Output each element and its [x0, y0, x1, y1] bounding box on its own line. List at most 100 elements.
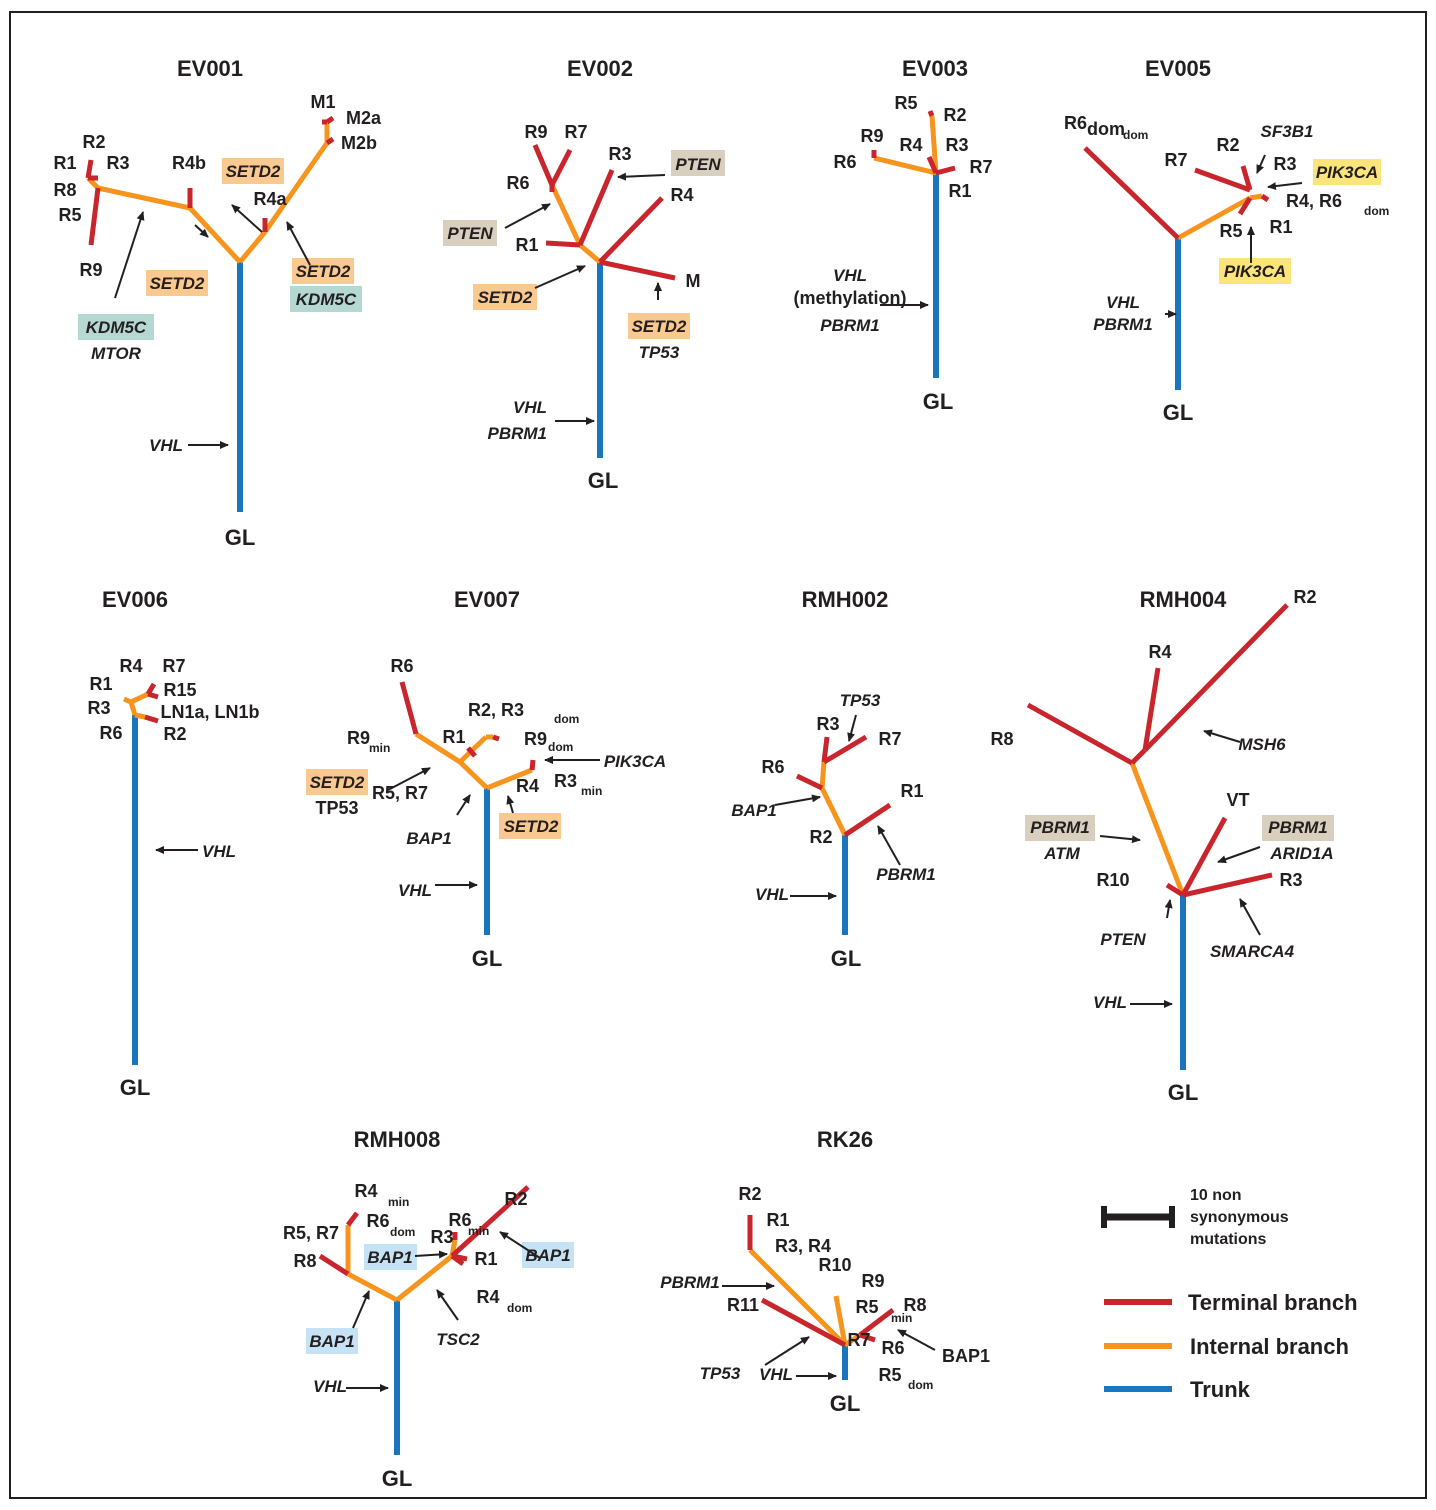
region-label: R8 [293, 1251, 316, 1271]
subscript-label: dom [908, 1378, 933, 1392]
region-label: R4 [119, 656, 142, 676]
gene-highlight [1313, 159, 1381, 185]
region-label: R5 [878, 1365, 901, 1385]
terminal-branch [858, 1308, 895, 1337]
legend-terminal-label: Terminal branch [1188, 1290, 1358, 1315]
region-label: R3 [608, 144, 631, 164]
gene-label: VHL [313, 1377, 347, 1396]
subscript-label: min [468, 1224, 489, 1238]
tree-ev002: EV002 R9 R7 R3 R6 R4 R1 M PTEN PTEN SETD2 SETD2 TP53… [443, 56, 725, 493]
terminal-branch [1182, 872, 1273, 898]
internal-branch [578, 243, 602, 264]
internal-branch [819, 786, 848, 837]
terminal-branch [450, 1185, 530, 1258]
legend-trunk-label: Trunk [1190, 1377, 1251, 1402]
gene-label: PBRM1 [1268, 818, 1328, 837]
terminal-branch [325, 136, 335, 146]
region-label: R5 [855, 1297, 878, 1317]
gene-label: TSC2 [436, 1330, 480, 1349]
region-label: R5, R7 [283, 1223, 339, 1243]
gene-label: SETD2 [226, 162, 281, 181]
internal-branch [346, 1271, 399, 1303]
region-label: R4 [476, 1287, 499, 1307]
internal-branch [486, 767, 533, 791]
region-label: R2 [82, 132, 105, 152]
figure-frame [9, 11, 1427, 1499]
tree-rmh004: RMH004 R2 R4 R8 MSH6 VT PBRM1 PBRM1 ATM ARID1A R10… [990, 587, 1334, 1105]
region-label: R3 [1279, 870, 1302, 890]
gene-label: VHL [1093, 993, 1127, 1012]
gene-label: MSH6 [1238, 735, 1286, 754]
gene-label: PBRM1 [487, 424, 547, 443]
gene-label: VHL [755, 885, 789, 904]
mutation-arrow [1239, 898, 1261, 936]
tree-ev001: EV001 M1 M2a M2b R2 R1 R3 R8 R5 R9 R4b R4a SETD2 SETD… [53, 56, 382, 550]
region-label: BAP1 [942, 1346, 990, 1366]
gene-label: VHL [513, 398, 547, 417]
gene-label: BAP1 [309, 1332, 354, 1351]
mutation-arrow [114, 211, 145, 299]
mutation-arrow [847, 714, 857, 742]
terminal-branch [1165, 882, 1185, 898]
germline-label: GL [831, 946, 862, 971]
gene-label: BAP1 [367, 1248, 412, 1267]
region-label: dom [1087, 119, 1125, 139]
region-label: R8 [903, 1295, 926, 1315]
mutation-arrow [352, 1290, 370, 1329]
region-label: M1 [310, 92, 335, 112]
region-label: R6 [881, 1338, 904, 1358]
subscript-label: dom [1364, 204, 1389, 218]
region-label: R7 [969, 157, 992, 177]
terminal-branch [1237, 196, 1253, 216]
subscript-label: min [581, 784, 602, 798]
region-label: M2b [341, 133, 377, 153]
mutation-arrow [774, 794, 821, 806]
region-label: R7 [878, 729, 901, 749]
gene-label: PBRM1 [1093, 315, 1153, 334]
gene-highlight [306, 1328, 358, 1354]
gene-label: BAP1 [406, 829, 451, 848]
region-label: R4a [253, 189, 287, 209]
gene-label: TP53 [700, 1364, 741, 1383]
gene-label: PTEN [447, 224, 493, 243]
terminal-branch [88, 187, 101, 246]
mutation-arrow [617, 172, 666, 181]
gene-highlight [671, 150, 725, 176]
region-label: R1 [900, 781, 923, 801]
terminal-branch [492, 734, 500, 742]
mutation-arrow [897, 1329, 936, 1351]
subscript-label: min [369, 741, 390, 755]
gene-label: VHL [202, 842, 236, 861]
terminal-branch [1130, 748, 1147, 765]
gene-highlight [1025, 815, 1095, 841]
terminal-branch [1260, 193, 1270, 203]
region-label: R1 [474, 1249, 497, 1269]
internal-branch [238, 230, 267, 264]
terminal-branch [859, 1332, 876, 1343]
mutation-arrow [1203, 729, 1241, 743]
terminal-branch [466, 746, 477, 758]
mutation-arrow [1164, 899, 1173, 919]
region-label: R5 [894, 93, 917, 113]
region-label: R6 [366, 1211, 389, 1231]
gene-label: PBRM1 [1030, 818, 1090, 837]
gene-label: BAP1 [731, 801, 776, 820]
region-label: R3, R4 [775, 1236, 831, 1256]
tree-ev003: EV003 R5 R2 R9 R4 R3 R6 R7 R1 VHL (methylation) PBR… [793, 56, 992, 414]
gene-highlight [443, 220, 497, 246]
germline-label: GL [1168, 1080, 1199, 1105]
gene-highlight [146, 270, 208, 296]
mutation-arrow [499, 1231, 541, 1259]
subscript-label: dom [390, 1225, 415, 1239]
region-label: R3 [106, 153, 129, 173]
subscript-label: min [388, 1195, 409, 1209]
gene-label: SMARCA4 [1210, 942, 1295, 961]
region-label: VT [1226, 790, 1249, 810]
tree-title: EV007 [454, 587, 520, 612]
mutation-arrow [504, 203, 551, 229]
subscripts: dom dom dom min dom min min dom min dom min dom [369, 128, 1389, 1392]
germline-label: GL [472, 946, 503, 971]
